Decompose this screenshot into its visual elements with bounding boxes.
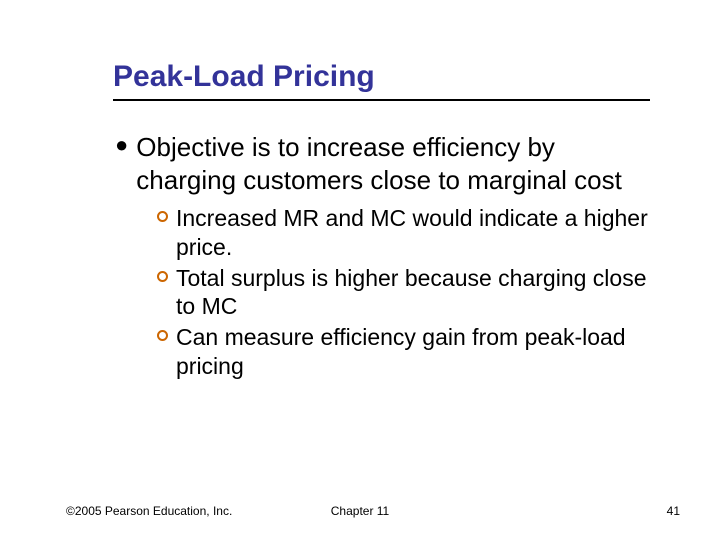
circle-bullet-icon bbox=[157, 211, 168, 222]
slide-title: Peak-Load Pricing bbox=[113, 60, 650, 101]
footer-chapter: Chapter 11 bbox=[0, 504, 720, 518]
slide: Peak-Load Pricing ● Objective is to incr… bbox=[0, 0, 720, 540]
sub-bullet-list: Increased MR and MC would indicate a hig… bbox=[157, 204, 650, 381]
sub-bullet: Increased MR and MC would indicate a hig… bbox=[157, 204, 650, 262]
disc-bullet-icon: ● bbox=[115, 131, 128, 159]
sub-bullet-text: Total surplus is higher because charging… bbox=[176, 264, 650, 322]
sub-bullet: Total surplus is higher because charging… bbox=[157, 264, 650, 322]
main-bullet-text: Objective is to increase efficiency by c… bbox=[136, 131, 650, 196]
circle-bullet-icon bbox=[157, 271, 168, 282]
sub-bullet: Can measure efficiency gain from peak-lo… bbox=[157, 323, 650, 381]
sub-bullet-text: Can measure efficiency gain from peak-lo… bbox=[176, 323, 650, 381]
circle-bullet-icon bbox=[157, 330, 168, 341]
footer: ©2005 Pearson Education, Inc. Chapter 11… bbox=[0, 504, 720, 518]
sub-bullet-text: Increased MR and MC would indicate a hig… bbox=[176, 204, 650, 262]
main-bullet: ● Objective is to increase efficiency by… bbox=[115, 131, 650, 196]
